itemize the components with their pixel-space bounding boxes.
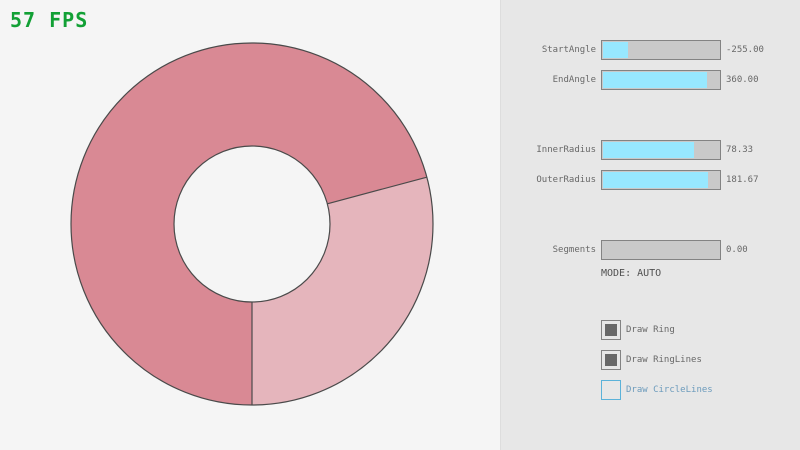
outerradius-value: 181.67 bbox=[726, 175, 759, 185]
segments-value: 0.00 bbox=[726, 245, 748, 255]
draw-ringlines-label: Draw RingLines bbox=[626, 355, 702, 365]
slider-row-endangle: EndAngle 360.00 bbox=[501, 70, 800, 90]
ring-sector-ring-single-pass bbox=[252, 177, 434, 405]
ring-outline-inner bbox=[173, 145, 331, 303]
slider-row-startangle: StartAngle -255.00 bbox=[501, 40, 800, 60]
segments-label: Segments bbox=[552, 245, 596, 255]
endangle-label: EndAngle bbox=[552, 75, 596, 85]
innerradius-label: InnerRadius bbox=[536, 145, 596, 155]
innerradius-slider[interactable] bbox=[601, 140, 721, 160]
draw-ring-checkbox-box[interactable] bbox=[601, 320, 621, 340]
outerradius-slider-fill bbox=[603, 172, 709, 188]
startangle-slider-fill bbox=[603, 42, 629, 58]
startangle-value: -255.00 bbox=[726, 45, 764, 55]
outerradius-label: OuterRadius bbox=[536, 175, 596, 185]
mode-text: MODE: AUTO bbox=[601, 268, 662, 279]
innerradius-slider-fill bbox=[603, 142, 694, 158]
draw-circlelines-checkbox-box[interactable] bbox=[601, 380, 621, 400]
controls-panel: StartAngle -255.00 EndAngle 360.00 Inner… bbox=[500, 0, 800, 450]
checkmark-fill bbox=[605, 324, 617, 336]
ring-boundary-line bbox=[327, 176, 427, 205]
draw-ring-label: Draw Ring bbox=[626, 325, 675, 335]
slider-row-outerradius: OuterRadius 181.67 bbox=[501, 170, 800, 190]
ring-sector-ring-double-overlap bbox=[71, 43, 427, 406]
checkmark-fill bbox=[605, 354, 617, 366]
ring-chart bbox=[70, 42, 434, 406]
innerradius-value: 78.33 bbox=[726, 145, 754, 155]
slider-row-innerradius: InnerRadius 78.33 bbox=[501, 140, 800, 160]
endangle-value: 360.00 bbox=[726, 75, 759, 85]
startangle-slider[interactable] bbox=[601, 40, 721, 60]
draw-circlelines-label: Draw CircleLines bbox=[626, 385, 713, 395]
draw-ringlines-checkbox-box[interactable] bbox=[601, 350, 621, 370]
slider-row-segments: Segments 0.00 bbox=[501, 240, 800, 260]
fps-counter: 57 FPS bbox=[10, 8, 89, 32]
segments-slider[interactable] bbox=[601, 240, 721, 260]
endangle-slider[interactable] bbox=[601, 70, 721, 90]
startangle-label: StartAngle bbox=[541, 45, 596, 55]
endangle-slider-fill bbox=[603, 72, 708, 88]
outerradius-slider[interactable] bbox=[601, 170, 721, 190]
